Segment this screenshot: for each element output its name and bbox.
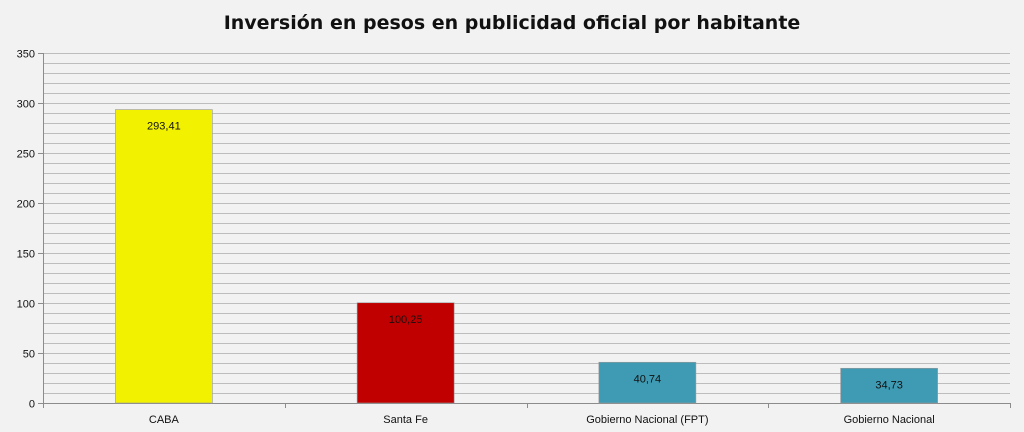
data-label: 100,25: [389, 314, 423, 326]
axes: 0 50 100 150 200 250 300 350: [17, 49, 1011, 411]
bar: [598, 361, 697, 404]
bar: [840, 367, 938, 404]
y-tick-label: 200: [17, 199, 35, 211]
y-tick-label: 150: [17, 249, 35, 261]
data-label: 40,74: [634, 373, 662, 385]
x-category-label: Gobierno Nacional: [844, 414, 935, 426]
y-tick-label: 50: [23, 349, 35, 361]
chart-title: Inversión en pesos en publicidad oficial…: [223, 12, 801, 34]
x-category-label: Santa Fe: [383, 414, 428, 426]
y-tick-label: 0: [29, 399, 35, 411]
y-tick-label: 100: [17, 299, 35, 311]
bar: [356, 302, 455, 404]
y-tick-label: 350: [17, 49, 35, 61]
x-category-label: Gobierno Nacional (FPT): [586, 414, 708, 426]
data-label: 34,73: [875, 379, 903, 391]
y-tick-label: 250: [17, 149, 35, 161]
labels: CABA 293,41 Santa Fe 100,25 Gobierno Naciona…: [147, 121, 935, 426]
data-label: 293,41: [147, 121, 181, 133]
bar: [115, 109, 213, 404]
bars: [115, 109, 938, 404]
x-category-label: CABA: [149, 414, 180, 426]
y-tick-label: 300: [17, 99, 35, 111]
